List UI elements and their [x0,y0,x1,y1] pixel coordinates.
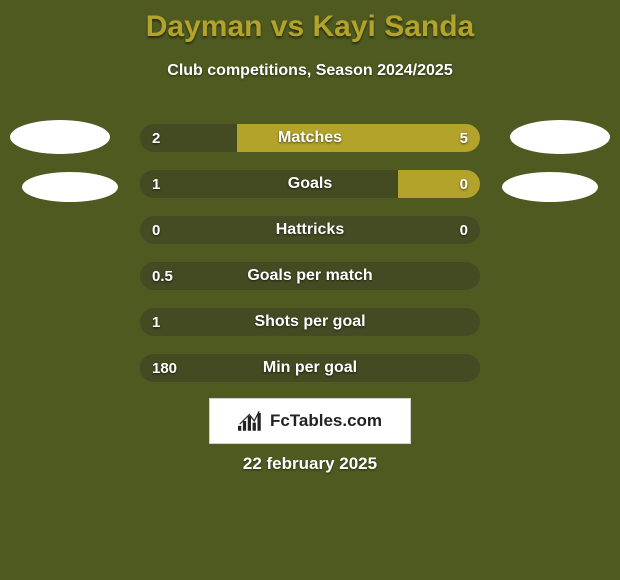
stat-row: 180Min per goal [140,354,480,382]
date-text: 22 february 2025 [0,454,620,474]
player1-avatar [10,120,110,154]
stat-row: 0.5Goals per match [140,262,480,290]
stat-row: 10Goals [140,170,480,198]
stat-label: Goals [140,170,480,198]
player1-club-badge [22,172,118,202]
stat-label: Shots per goal [140,308,480,336]
stats-bars: 25Matches 10Goals 00Hattricks 0.5Goals per … [140,124,480,400]
stat-label: Matches [140,124,480,152]
stat-row: 25Matches [140,124,480,152]
player2-avatar [510,120,610,154]
stat-row: 00Hattricks [140,216,480,244]
stat-label: Min per goal [140,354,480,382]
fctables-logo-icon [238,410,264,432]
comparison-card: Dayman vs Kayi Sanda Club competitions, … [0,0,620,580]
subtitle: Club competitions, Season 2024/2025 [0,62,620,80]
stat-label: Goals per match [140,262,480,290]
brand-text: FcTables.com [270,411,382,431]
stat-row: 1Shots per goal [140,308,480,336]
page-title: Dayman vs Kayi Sanda [0,0,620,44]
brand-badge: FcTables.com [209,398,411,444]
stat-label: Hattricks [140,216,480,244]
player2-club-badge [502,172,598,202]
